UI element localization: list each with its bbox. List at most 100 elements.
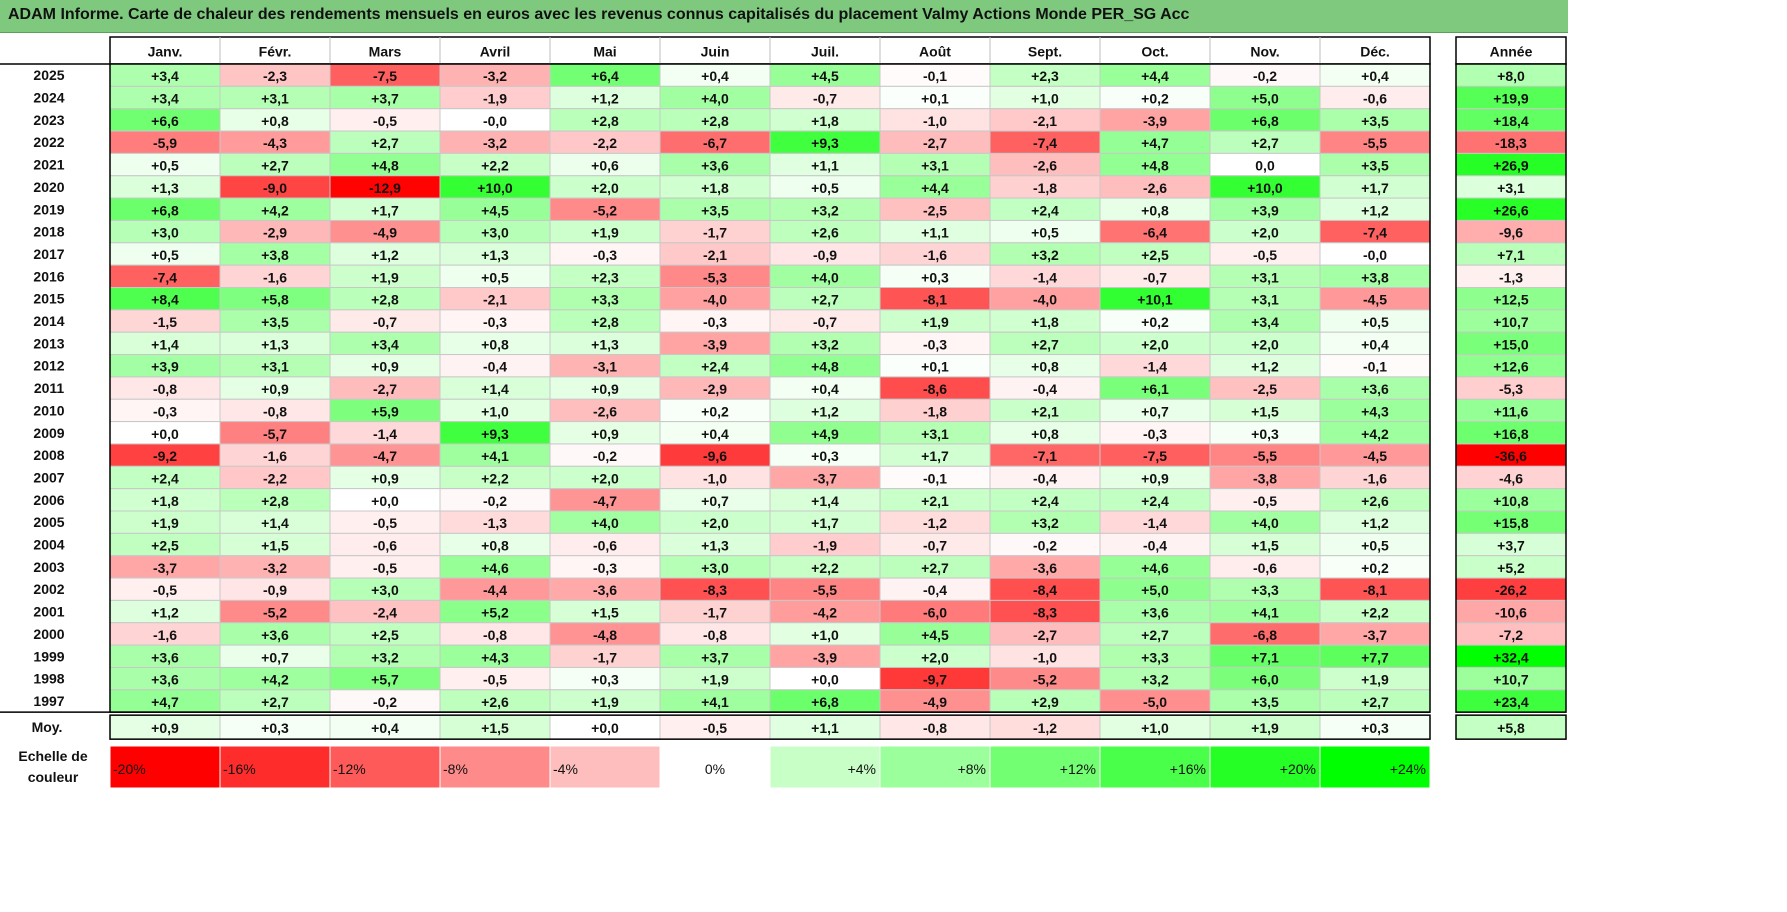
cell-value: -0,8 <box>483 627 507 643</box>
cell-value: +4,9 <box>811 426 839 442</box>
cell-value: -2,6 <box>1143 180 1167 196</box>
cell-value: -4,8 <box>593 627 617 643</box>
year-label: 2008 <box>33 447 64 463</box>
cell-value: +3,3 <box>1141 649 1169 665</box>
average-cell <box>879 714 991 740</box>
scale-swatch <box>329 745 441 789</box>
cell-value: +1,1 <box>921 225 949 241</box>
year-label: 2001 <box>33 604 64 620</box>
cell-value: +9,3 <box>481 426 509 442</box>
year-label: 2011 <box>34 380 65 396</box>
cell-value: +1,9 <box>921 314 949 330</box>
cell-value: -5,5 <box>1253 448 1277 464</box>
cell-value: -0,7 <box>813 314 837 330</box>
cell-value: -0,5 <box>1253 493 1277 509</box>
cell-value: +2,2 <box>1361 605 1389 621</box>
average-value: +0,3 <box>261 720 289 736</box>
scale-stop-label: -8% <box>443 761 468 777</box>
cell-value: -0,1 <box>923 470 947 486</box>
cell-value: +0,4 <box>701 68 729 84</box>
cell-value: -3,8 <box>1253 470 1277 486</box>
year-label: 2015 <box>33 291 64 307</box>
scale-swatch <box>109 745 221 789</box>
cell-value: +0,3 <box>921 269 949 285</box>
scale-swatch <box>1319 745 1431 789</box>
cell-value: -9,2 <box>153 448 177 464</box>
cell-value: -12,9 <box>369 180 401 196</box>
cell-value: +3,4 <box>151 68 179 84</box>
cell-value: +1,3 <box>151 180 179 196</box>
annual-value: +3,7 <box>1497 538 1525 554</box>
cell-value: -0,5 <box>373 113 397 129</box>
annual-value: -10,6 <box>1495 605 1527 621</box>
cell-value: +4,2 <box>1361 426 1389 442</box>
annual-value: +19,9 <box>1493 91 1529 107</box>
cell-value: -2,3 <box>263 68 287 84</box>
cell-value: -2,6 <box>593 403 617 419</box>
cell-value: -3,7 <box>1363 627 1387 643</box>
cell-value: +6,1 <box>1141 381 1169 397</box>
cell-value: +2,4 <box>151 470 179 486</box>
cell-value: -0,5 <box>1253 247 1277 263</box>
cell-value: -3,9 <box>703 336 727 352</box>
cell-value: +6,6 <box>151 113 179 129</box>
annual-value: -9,6 <box>1499 225 1523 241</box>
cell-value: -4,2 <box>813 605 837 621</box>
cell-value: +4,8 <box>371 158 399 174</box>
heatmap-chart: Janv. Févr. Mars Avril Mai Juin Juil. Août Sept.… <box>0 36 1567 789</box>
cell-value: +0,7 <box>261 649 289 665</box>
cell-value: +6,4 <box>591 68 619 84</box>
month-header-5: Mai <box>593 44 616 60</box>
cell-value: +2,7 <box>371 135 399 151</box>
cell-value: +2,7 <box>1361 694 1389 710</box>
cell-value: +2,7 <box>1141 627 1169 643</box>
cell-value: -7,4 <box>153 269 177 285</box>
average-value: -0,8 <box>923 720 947 736</box>
cell-value: -1,6 <box>263 448 287 464</box>
cell-value: +1,7 <box>371 202 399 218</box>
cell-value: +3,5 <box>701 202 729 218</box>
cell-value: +1,0 <box>811 627 839 643</box>
cell-value: +3,5 <box>1361 158 1389 174</box>
cell-value: -3,2 <box>263 560 287 576</box>
month-header-3: Mars <box>369 44 402 60</box>
scale-swatch <box>769 745 881 789</box>
year-label: 2012 <box>33 358 64 374</box>
cell-value: -4,5 <box>1363 292 1387 308</box>
cell-value: -5,2 <box>1033 672 1057 688</box>
cell-value: -0,3 <box>153 403 177 419</box>
cell-value: +3,2 <box>1141 672 1169 688</box>
cell-value: -1,4 <box>1143 515 1167 531</box>
cell-value: -3,9 <box>813 649 837 665</box>
cell-value: +0,0 <box>811 672 839 688</box>
cell-value: +1,0 <box>1031 91 1059 107</box>
average-value: +1,9 <box>1251 720 1279 736</box>
cell-value: -4,4 <box>483 582 507 598</box>
cell-value: -0,7 <box>373 314 397 330</box>
cell-value: +0,8 <box>1031 426 1059 442</box>
average-annual-value: +5,8 <box>1497 720 1525 736</box>
cell-value: -0,3 <box>593 247 617 263</box>
year-label: 2023 <box>33 112 64 128</box>
cell-value: +2,7 <box>261 694 289 710</box>
cell-value: +0,1 <box>921 359 949 375</box>
annual-value: +26,9 <box>1493 158 1529 174</box>
cell-value: -0,0 <box>483 113 507 129</box>
cell-value: +0,4 <box>1361 336 1389 352</box>
cell-value: -0,3 <box>483 314 507 330</box>
cell-value: -5,2 <box>593 202 617 218</box>
year-label: 2024 <box>33 90 64 106</box>
cell-value: +4,0 <box>1251 515 1279 531</box>
cell-value: +0,5 <box>151 158 179 174</box>
cell-value: -6,0 <box>923 605 947 621</box>
cell-value: -1,6 <box>153 627 177 643</box>
cell-value: -0,0 <box>1363 247 1387 263</box>
cell-value: -2,2 <box>593 135 617 151</box>
annual-value: +15,8 <box>1493 515 1529 531</box>
cell-value: -7,5 <box>1143 448 1167 464</box>
average-value: +0,3 <box>1361 720 1389 736</box>
scale-stop-label: -20% <box>113 761 146 777</box>
cell-value: +6,0 <box>1251 672 1279 688</box>
cell-value: -2,5 <box>1253 381 1277 397</box>
cell-value: -2,9 <box>703 381 727 397</box>
